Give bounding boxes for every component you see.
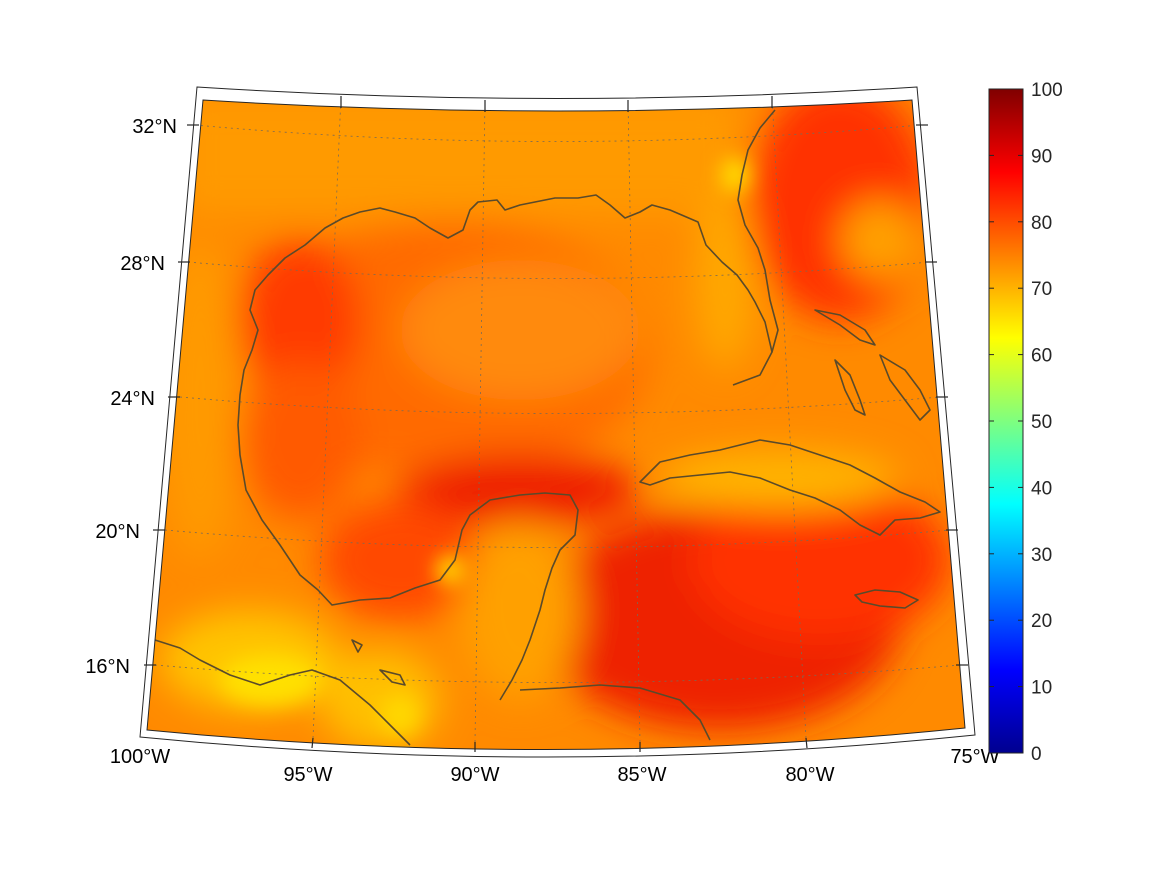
colorbar-label-100: 100 (1031, 80, 1063, 101)
latitude-label-24: 24°N (110, 388, 155, 410)
longitude-label-75: 75°W (950, 746, 999, 768)
colorbar-ticks: 0 10 20 30 40 50 60 70 80 90 100 (989, 80, 1063, 765)
longitude-label-95: 95°W (283, 764, 332, 786)
latitude-labels: 16°N 20°N 24°N 28°N 32°N (85, 116, 177, 678)
colorbar-label-60: 60 (1031, 346, 1052, 367)
colorbar-label-0: 0 (1031, 744, 1042, 765)
colorbar-label-40: 40 (1031, 478, 1052, 499)
longitude-label-90: 90°W (450, 764, 499, 786)
frame-ticks (144, 96, 968, 752)
colorbar: 0 10 20 30 40 50 60 70 80 90 100 (988, 80, 1063, 765)
graticule (154, 100, 961, 743)
colorbar-label-80: 80 (1031, 213, 1052, 234)
colorbar-label-70: 70 (1031, 279, 1052, 300)
data-field (147, 100, 965, 750)
latitude-label-28: 28°N (120, 253, 165, 275)
latitude-label-32: 32°N (132, 116, 177, 138)
coastlines (154, 109, 941, 746)
colorbar-label-30: 30 (1031, 545, 1052, 566)
colorbar-label-20: 20 (1031, 611, 1052, 632)
colorbar-label-50: 50 (1031, 412, 1052, 433)
colorbar-label-10: 10 (1031, 678, 1052, 699)
latitude-label-16: 16°N (85, 656, 130, 678)
latitude-label-20: 20°N (95, 521, 140, 543)
map-outer-frame (139, 86, 976, 758)
map-frame (146, 99, 966, 751)
longitude-label-80: 80°W (785, 764, 834, 786)
colorbar-label-90: 90 (1031, 146, 1052, 167)
longitude-label-100: 100°W (110, 746, 170, 768)
longitude-labels: 100°W 95°W 90°W 85°W 80°W 75°W (110, 746, 1000, 786)
colorbar-gradient (988, 88, 1024, 754)
longitude-label-85: 85°W (617, 764, 666, 786)
